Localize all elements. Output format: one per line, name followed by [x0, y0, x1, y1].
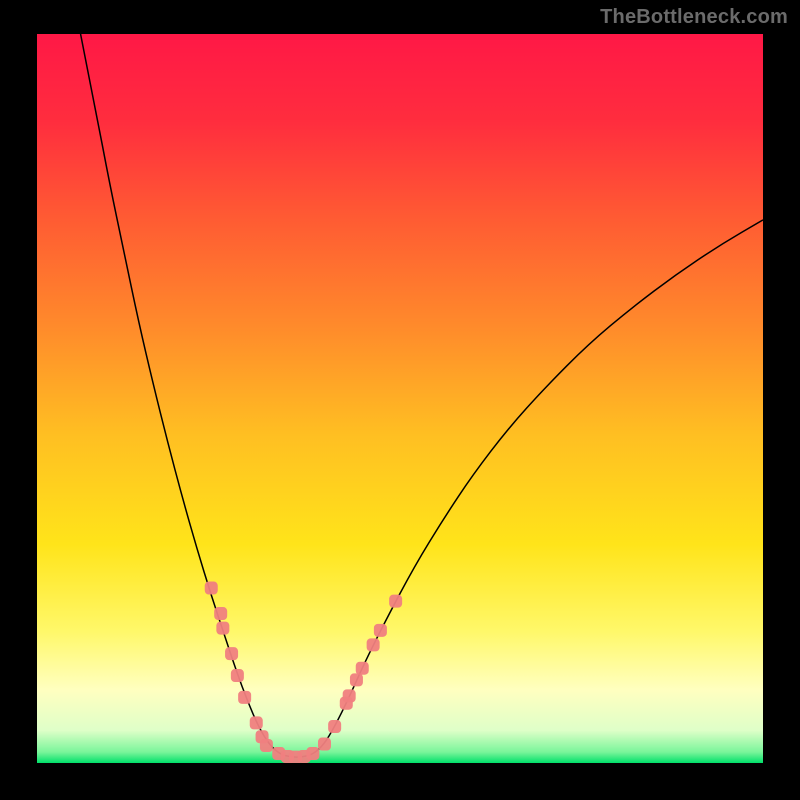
marker-point	[250, 716, 263, 729]
marker-point	[205, 582, 218, 595]
outer-frame: TheBottleneck.com	[0, 0, 800, 800]
marker-point	[238, 691, 251, 704]
marker-point	[374, 624, 387, 637]
marker-point	[216, 622, 229, 635]
marker-point	[318, 738, 331, 751]
marker-point	[356, 662, 369, 675]
marker-point	[225, 647, 238, 660]
marker-point	[343, 689, 356, 702]
watermark-text: TheBottleneck.com	[600, 6, 788, 29]
gradient-background	[37, 34, 763, 763]
marker-point	[389, 595, 402, 608]
marker-point	[214, 607, 227, 620]
marker-point	[231, 669, 244, 682]
marker-point	[260, 739, 273, 752]
marker-point	[367, 638, 380, 651]
plot-area	[37, 34, 763, 763]
marker-point	[350, 673, 363, 686]
marker-point	[306, 747, 319, 760]
marker-point	[328, 720, 341, 733]
chart-svg	[37, 34, 763, 763]
